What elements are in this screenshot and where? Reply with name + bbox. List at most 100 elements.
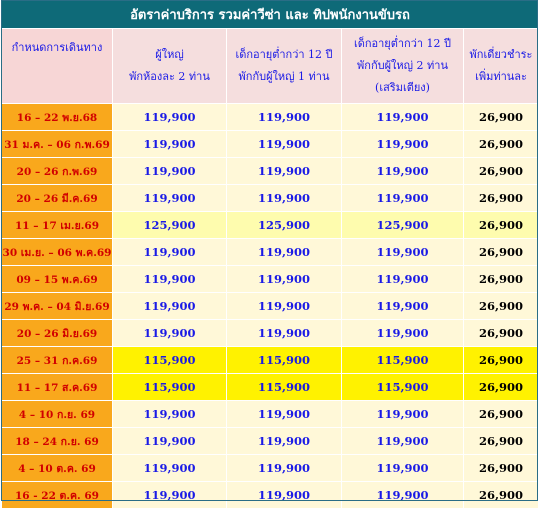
child-2-price: 119,900 — [341, 157, 464, 185]
adult-price: 119,900 — [112, 400, 227, 428]
child-2-price: 119,900 — [341, 481, 464, 509]
adult-price: 119,900 — [112, 103, 227, 131]
child-1-price: 119,900 — [226, 103, 342, 131]
child-1-price: 119,900 — [226, 292, 342, 320]
travel-date: 20 – 26 มิ.ย.69 — [1, 319, 113, 347]
single-supplement: 26,900 — [463, 130, 539, 158]
adult-price: 119,900 — [112, 265, 227, 293]
single-supplement: 26,900 — [463, 184, 539, 212]
child-2-price: 119,900 — [341, 427, 464, 455]
single-supplement: 26,900 — [463, 346, 539, 374]
adult-price: 119,900 — [112, 184, 227, 212]
child-1-price: 119,900 — [226, 130, 342, 158]
title-row: อัตราค่าบริการ รวมค่าวีซ่า และ ทิปพนักงา… — [1, 0, 539, 29]
table-row: 31 ม.ค. – 06 ก.พ.69 119,900 119,900 119,… — [1, 130, 539, 158]
table-row-highlighted: 11 – 17 เม.ย.69 125,900 125,900 125,900 … — [1, 211, 539, 239]
adult-price: 115,900 — [112, 346, 227, 374]
table-row: 20 – 26 มิ.ย.69 119,900 119,900 119,900 … — [1, 319, 539, 347]
child-1-price: 119,900 — [226, 319, 342, 347]
adult-price: 119,900 — [112, 319, 227, 347]
header-adult: ผู้ใหญ่ พักห้องละ 2 ท่าน — [112, 28, 227, 104]
single-supplement: 26,900 — [463, 103, 539, 131]
table-row: 4 – 10 ก.ย. 69 119,900 119,900 119,900 2… — [1, 400, 539, 428]
child-1-price: 119,900 — [226, 427, 342, 455]
child-1-price: 119,900 — [226, 157, 342, 185]
adult-price: 115,900 — [112, 373, 227, 401]
child-2-price: 119,900 — [341, 319, 464, 347]
table-row-highlighted: 25 – 31 ก.ค.69 115,900 115,900 115,900 2… — [1, 346, 539, 374]
travel-date: 16 – 22 พ.ย.68 — [1, 103, 113, 131]
adult-price: 119,900 — [112, 292, 227, 320]
header-line: เด็กอายุต่ำกว่า 12 ปี — [353, 37, 452, 50]
header-line: เพิ่มท่านละ — [475, 70, 527, 83]
header-line: เด็กอายุต่ำกว่า 12 ปี — [235, 48, 333, 61]
table-row: 29 พ.ค. – 04 มิ.ย.69 119,900 119,900 119… — [1, 292, 539, 320]
child-2-price: 119,900 — [341, 130, 464, 158]
child-1-price: 115,900 — [226, 373, 342, 401]
header-line: พักกับผู้ใหญ่ 1 ท่าน — [238, 70, 330, 83]
single-supplement: 26,900 — [463, 454, 539, 482]
header-single-supplement: พักเดี่ยวชำระ เพิ่มท่านละ — [463, 28, 539, 104]
adult-price: 119,900 — [112, 481, 227, 509]
travel-date: 11 – 17 ส.ค.69 — [1, 373, 113, 401]
single-supplement: 26,900 — [463, 319, 539, 347]
single-supplement: 26,900 — [463, 157, 539, 185]
travel-date: 4 – 10 ต.ค. 69 — [1, 454, 113, 482]
table-row: 4 – 10 ต.ค. 69 119,900 119,900 119,900 2… — [1, 454, 539, 482]
child-1-price: 119,900 — [226, 238, 342, 266]
single-supplement: 26,900 — [463, 292, 539, 320]
single-supplement: 26,900 — [463, 481, 539, 509]
child-2-price: 125,900 — [341, 211, 464, 239]
child-1-price: 125,900 — [226, 211, 342, 239]
header-line: พักเดี่ยวชำระ — [469, 48, 533, 61]
adult-price: 125,900 — [112, 211, 227, 239]
header-travel-dates: กำหนดการเดินทาง — [1, 28, 113, 104]
table-row: 20 – 26 ก.พ.69 119,900 119,900 119,900 2… — [1, 157, 539, 185]
travel-date: 4 – 10 ก.ย. 69 — [1, 400, 113, 428]
single-supplement: 26,900 — [463, 265, 539, 293]
child-2-price: 115,900 — [341, 373, 464, 401]
header-line: (เสริมเตียง) — [375, 81, 430, 94]
table-row: 09 – 15 พ.ค.69 119,900 119,900 119,900 2… — [1, 265, 539, 293]
travel-date: 09 – 15 พ.ค.69 — [1, 265, 113, 293]
adult-price: 119,900 — [112, 157, 227, 185]
table-row-highlighted: 11 – 17 ส.ค.69 115,900 115,900 115,900 2… — [1, 373, 539, 401]
child-2-price: 119,900 — [341, 184, 464, 212]
header-line: กำหนดการเดินทาง — [11, 41, 103, 54]
single-supplement: 26,900 — [463, 238, 539, 266]
travel-date: 18 – 24 ก.ย. 69 — [1, 427, 113, 455]
child-1-price: 119,900 — [226, 265, 342, 293]
adult-price: 119,900 — [112, 454, 227, 482]
child-2-price: 119,900 — [341, 265, 464, 293]
header-line: พักห้องละ 2 ท่าน — [129, 70, 210, 83]
travel-date: 16 - 22 ต.ค. 69 — [1, 481, 113, 509]
table-row: 18 – 24 ก.ย. 69 119,900 119,900 119,900 … — [1, 427, 539, 455]
travel-date: 25 – 31 ก.ค.69 — [1, 346, 113, 374]
travel-date: 20 – 26 ก.พ.69 — [1, 157, 113, 185]
table-row: 16 - 22 ต.ค. 69 119,900 119,900 119,900 … — [1, 481, 539, 509]
header-row: กำหนดการเดินทาง ผู้ใหญ่ พักห้องละ 2 ท่าน… — [1, 28, 539, 104]
table-row: 20 – 26 มี.ค.69 119,900 119,900 119,900 … — [1, 184, 539, 212]
child-2-price: 115,900 — [341, 346, 464, 374]
adult-price: 119,900 — [112, 238, 227, 266]
travel-date: 29 พ.ค. – 04 มิ.ย.69 — [1, 292, 113, 320]
header-line: ผู้ใหญ่ — [155, 48, 184, 61]
adult-price: 119,900 — [112, 427, 227, 455]
child-1-price: 119,900 — [226, 184, 342, 212]
child-1-price: 119,900 — [226, 481, 342, 509]
child-1-price: 119,900 — [226, 400, 342, 428]
adult-price: 119,900 — [112, 130, 227, 158]
child-2-price: 119,900 — [341, 292, 464, 320]
single-supplement: 26,900 — [463, 373, 539, 401]
header-child-1-adult: เด็กอายุต่ำกว่า 12 ปี พักกับผู้ใหญ่ 1 ท่… — [226, 28, 342, 104]
single-supplement: 26,900 — [463, 211, 539, 239]
child-2-price: 119,900 — [341, 400, 464, 428]
table-row: 30 เม.ย. – 06 พ.ค.69 119,900 119,900 119… — [1, 238, 539, 266]
table-title: อัตราค่าบริการ รวมค่าวีซ่า และ ทิปพนักงา… — [1, 0, 539, 29]
travel-date: 20 – 26 มี.ค.69 — [1, 184, 113, 212]
single-supplement: 26,900 — [463, 400, 539, 428]
header-line: พักกับผู้ใหญ่ 2 ท่าน — [357, 59, 448, 72]
header-child-2-adults: เด็กอายุต่ำกว่า 12 ปี พักกับผู้ใหญ่ 2 ท่… — [341, 28, 464, 104]
